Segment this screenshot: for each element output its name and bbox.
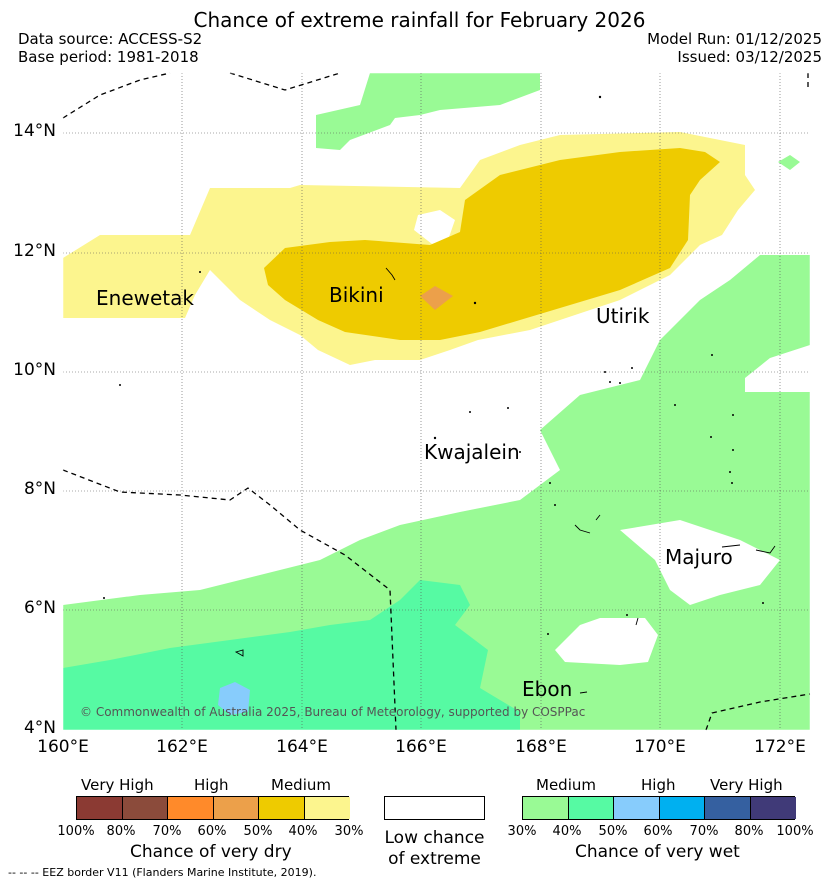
wet-medium-region <box>316 73 540 150</box>
lat-label-10n: 10°N <box>13 360 56 380</box>
lon-label-170e: 170°E <box>634 737 686 757</box>
dry-bin-40-50 <box>259 797 305 819</box>
place-label-bikini: Bikini <box>329 283 384 307</box>
dry-tick: 70% <box>152 824 182 839</box>
place-label-majuro: Majuro <box>665 545 733 569</box>
wet-tick: 70% <box>689 824 719 839</box>
lon-label-166e: 166°E <box>395 737 447 757</box>
wet-tick: 60% <box>643 824 673 839</box>
issued-date: Issued: 03/12/2025 <box>677 48 822 66</box>
lat-label-14n: 14°N <box>13 121 56 141</box>
dry-category-medium: Medium <box>271 776 331 794</box>
dry-colorbar <box>76 796 350 820</box>
dry-bin-80-100 <box>77 797 123 819</box>
model-run: Model Run: 01/12/2025 <box>647 30 822 48</box>
data-source: Data source: ACCESS-S2 <box>18 30 203 48</box>
wet-legend-title: Chance of very wet <box>575 842 740 862</box>
low-chance-swatch <box>384 796 485 820</box>
dry-tick: 60% <box>197 824 227 839</box>
model-run-info: Model Run: 01/12/2025 Issued: 03/12/2025 <box>647 30 822 66</box>
dry-tick: 50% <box>243 824 273 839</box>
map-title: Chance of extreme rainfall for February … <box>193 8 646 32</box>
eez-footnote: -- -- -- EEZ border V11 (Flanders Marine… <box>8 866 317 879</box>
wet-bin-60-70 <box>659 797 705 819</box>
lon-label-164e: 164°E <box>276 737 328 757</box>
wet-bin-70-80 <box>705 797 751 819</box>
data-source-info: Data source: ACCESS-S2 Base period: 1981… <box>18 30 202 66</box>
dry-bin-60-70 <box>168 797 214 819</box>
islands <box>103 95 764 635</box>
dry-bin-30-40 <box>304 797 350 819</box>
low-chance-label-line2: of extreme <box>388 849 481 869</box>
dry-higher-region <box>420 286 453 310</box>
wet-colorbar <box>522 796 796 820</box>
lat-label-8n: 8°N <box>23 479 56 499</box>
dry-tick: 30% <box>334 824 364 839</box>
wet-tick: 100% <box>776 824 814 839</box>
wet-category-high: High <box>641 776 676 794</box>
eez-border <box>62 72 811 731</box>
dry-tick: 40% <box>288 824 318 839</box>
place-label-ebon: Ebon <box>522 677 573 701</box>
wet-category-very-high: Very High <box>710 776 783 794</box>
wet-higher-region <box>218 682 250 715</box>
copyright-notice: © Commonwealth of Australia 2025, Bureau… <box>80 705 586 719</box>
atolls <box>234 267 776 694</box>
base-period: Base period: 1981-2018 <box>18 48 199 66</box>
dry-category-high: High <box>194 776 229 794</box>
dry-high-region <box>264 148 720 340</box>
dry-legend-title: Chance of very dry <box>130 842 292 862</box>
wet-tick: 80% <box>734 824 764 839</box>
place-label-utirik: Utirik <box>596 304 650 328</box>
wet-medium-region <box>778 155 800 170</box>
lat-label-6n: 6°N <box>23 598 56 618</box>
wet-tick: 50% <box>598 824 628 839</box>
dry-bin-50-60 <box>213 797 259 819</box>
dry-tick: 80% <box>106 824 136 839</box>
lon-label-168e: 168°E <box>515 737 567 757</box>
place-label-kwajalein: Kwajalein <box>424 440 520 464</box>
wet-tick: 30% <box>507 824 537 839</box>
wet-category-medium: Medium <box>536 776 596 794</box>
wet-bin-50-60 <box>614 797 660 819</box>
low-chance-area <box>414 210 455 244</box>
lat-label-12n: 12°N <box>13 241 56 261</box>
lon-label-172e: 172°E <box>754 737 806 757</box>
wet-bin-80-100 <box>750 797 796 819</box>
lat-label-4n: 4°N <box>23 718 56 738</box>
wet-high-region <box>63 580 520 730</box>
low-chance-area <box>555 618 658 665</box>
dry-category-very-high: Very High <box>81 776 154 794</box>
low-chance-label-line1: Low chance <box>384 828 485 848</box>
wet-bin-30-40 <box>523 797 569 819</box>
wet-tick: 40% <box>552 824 582 839</box>
place-label-enewetak: Enewetak <box>96 286 194 310</box>
wet-bin-40-50 <box>568 797 614 819</box>
lon-label-162e: 162°E <box>156 737 208 757</box>
map-frame <box>62 72 811 731</box>
dry-bin-70-80 <box>122 797 168 819</box>
lon-label-160e: 160°E <box>37 737 89 757</box>
dry-tick: 100% <box>57 824 95 839</box>
wet-medium-region <box>63 255 810 730</box>
